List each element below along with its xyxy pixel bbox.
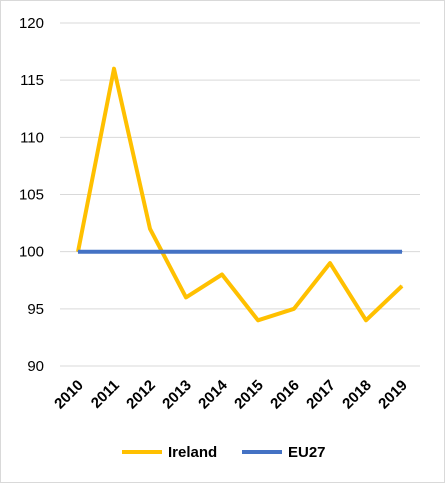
data-point (257, 251, 259, 253)
data-point (293, 251, 295, 253)
y-tick-label: 100 (19, 244, 44, 261)
x-tick-label: 2017 (303, 377, 339, 413)
data-point (149, 228, 151, 230)
data-point (113, 251, 115, 253)
data-point (329, 251, 331, 253)
x-tick-label: 2014 (195, 376, 231, 412)
data-point (113, 68, 115, 70)
x-tick-label: 2019 (375, 377, 411, 413)
y-tick-label: 120 (19, 15, 44, 32)
x-tick-label: 2012 (123, 377, 159, 413)
y-tick-label: 110 (20, 129, 44, 146)
data-point (293, 308, 295, 310)
legend-item-ireland: Ireland (122, 444, 217, 461)
y-axis-ticks: 90 95 100 105 110 115 120 (19, 15, 44, 375)
data-point (221, 274, 223, 276)
data-point (149, 251, 151, 253)
data-point (401, 251, 403, 253)
data-point (329, 262, 331, 264)
data-point (401, 285, 403, 287)
data-point (185, 296, 187, 298)
data-point (365, 319, 367, 321)
series-lines (76, 66, 404, 323)
x-tick-label: 2010 (51, 377, 87, 413)
data-point (77, 251, 79, 253)
x-tick-label: 2011 (88, 377, 123, 412)
data-point (185, 251, 187, 253)
legend-label: Ireland (168, 444, 217, 461)
data-point (365, 251, 367, 253)
y-tick-label: 115 (20, 72, 44, 89)
x-tick-label: 2013 (159, 377, 195, 413)
data-point (257, 319, 259, 321)
series-line-ireland (76, 66, 404, 323)
y-tick-label: 95 (27, 301, 44, 318)
y-tick-label: 90 (27, 358, 44, 375)
x-axis-ticks: 2010 2011 2012 2013 2014 2015 2016 2017 2018 2019 (51, 376, 411, 412)
data-point (221, 251, 223, 253)
legend-item-eu27: EU27 (242, 444, 326, 461)
y-tick-label: 105 (19, 187, 44, 204)
legend-label: EU27 (288, 444, 326, 461)
x-tick-label: 2018 (339, 377, 375, 413)
x-tick-label: 2016 (267, 377, 303, 413)
legend: Ireland EU27 (122, 444, 326, 461)
x-tick-label: 2015 (231, 377, 267, 413)
